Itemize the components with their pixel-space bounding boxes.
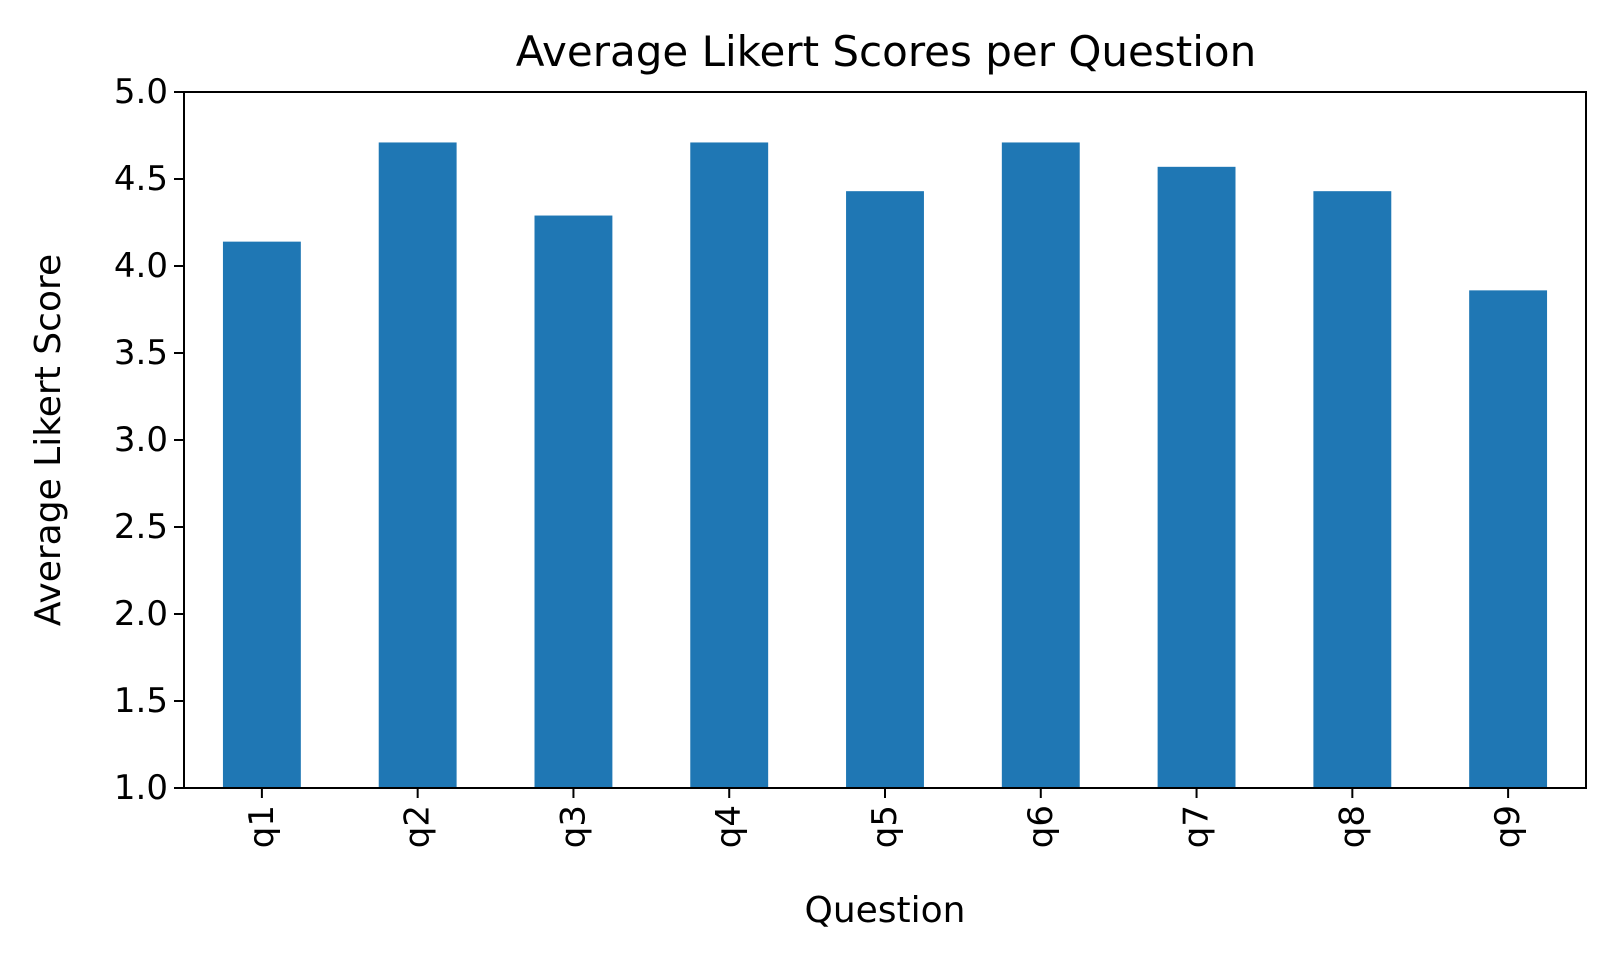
bar-q5 [846, 191, 924, 788]
y-tick-label-4.0: 4.0 [114, 246, 168, 286]
x-tick-label-q4: q4 [709, 805, 749, 848]
bar-q4 [690, 142, 769, 788]
x-tick-label-q3: q3 [553, 805, 593, 848]
x-tick-label-q1: q1 [242, 805, 282, 848]
x-tick-label-q9: q9 [1488, 805, 1528, 848]
y-tick-label-1.0: 1.0 [114, 768, 168, 808]
plot-frame [183, 91, 1587, 789]
bar-q7 [1157, 166, 1236, 788]
x-tick-label-q7: q7 [1177, 805, 1217, 848]
y-tick-label-1.5: 1.5 [114, 681, 168, 721]
y-axis-ticks: 1.0 1.5 2.0 2.5 3.0 3.5 4.0 4.5 5.0 [114, 72, 184, 808]
bars-group [222, 142, 1548, 789]
bar-q3 [534, 215, 613, 789]
y-tick-label-2.0: 2.0 [114, 594, 168, 634]
x-tick-label-q6: q6 [1021, 805, 1061, 848]
bar-q9 [1469, 290, 1548, 788]
bar-q6 [1001, 142, 1080, 788]
y-tick-label-4.5: 4.5 [114, 159, 168, 199]
bar-q8 [1313, 191, 1392, 788]
y-tick-label-3.5: 3.5 [114, 333, 168, 373]
y-tick-label-5.0: 5.0 [114, 72, 168, 112]
x-axis-title: Question [804, 890, 965, 931]
x-axis-ticks: q1 q2 q3 q4 q5 q6 q7 q8 q9 [242, 788, 1528, 848]
y-tick-label-3.0: 3.0 [114, 420, 168, 460]
x-tick-label-q5: q5 [865, 805, 905, 848]
chart-title: Average Likert Scores per Question [516, 27, 1256, 76]
bar-q2 [378, 142, 457, 788]
bar-q1 [222, 241, 301, 788]
y-tick-label-2.5: 2.5 [114, 507, 168, 547]
y-axis-title: Average Likert Score [28, 254, 69, 626]
x-tick-label-q8: q8 [1332, 805, 1372, 848]
x-tick-label-q2: q2 [398, 805, 438, 848]
